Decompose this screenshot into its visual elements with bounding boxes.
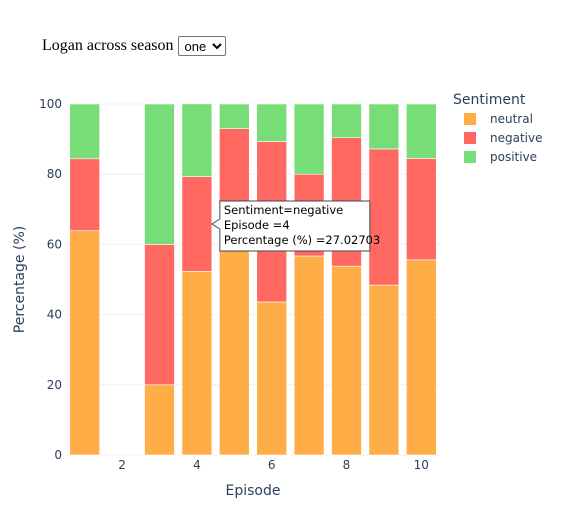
bar-positive-episode-4[interactable]: [181, 103, 213, 177]
bar-neutral-episode-10[interactable]: [406, 259, 437, 456]
x-tick-label: 10: [414, 458, 429, 472]
x-tick-label: 4: [193, 458, 201, 472]
bar-neutral-episode-1[interactable]: [69, 230, 100, 456]
y-axis: 0 20 40 60 80 100: [39, 97, 62, 462]
x-tick-label: 2: [118, 458, 126, 472]
y-tick-label: 40: [47, 308, 62, 322]
tooltip-line: Percentage (%) =27.02703: [224, 233, 380, 247]
tooltip-line: Sentiment=negative: [224, 203, 343, 217]
bar-positive-episode-1[interactable]: [69, 103, 100, 160]
bar-neutral-episode-8[interactable]: [331, 265, 362, 456]
legend: Sentiment neutral negative positive: [453, 92, 542, 164]
bar-neutral-episode-6[interactable]: [256, 301, 287, 456]
x-tick-label: 6: [268, 458, 276, 472]
bar-neutral-episode-9[interactable]: [368, 284, 400, 456]
bars: [69, 103, 437, 456]
y-tick-label: 100: [39, 97, 62, 111]
bar-neutral-episode-7[interactable]: [293, 255, 325, 456]
dropdown-label: Logan across season: [42, 37, 174, 54]
x-axis-title: Episode: [226, 483, 281, 499]
legend-title: Sentiment: [453, 92, 526, 108]
y-tick-label: 80: [47, 167, 62, 181]
legend-swatch-negative[interactable]: [464, 132, 476, 144]
legend-swatch-positive[interactable]: [464, 151, 476, 163]
tooltip-box: [210, 200, 371, 252]
bar-positive-episode-9[interactable]: [368, 103, 400, 150]
y-axis-title: Percentage (%): [12, 226, 28, 333]
x-tick-label: 8: [343, 458, 351, 472]
bar-positive-episode-3[interactable]: [144, 103, 175, 245]
y-tick-label: 20: [47, 378, 62, 392]
legend-label-neutral[interactable]: neutral: [490, 112, 533, 126]
bar-positive-episode-5[interactable]: [219, 103, 250, 129]
bar-negative-episode-4[interactable]: [181, 176, 213, 272]
bar-negative-episode-10[interactable]: [406, 158, 437, 261]
bar-negative-episode-5[interactable]: [219, 128, 250, 207]
x-axis: 2 4 6 8 10: [118, 458, 429, 472]
bar-neutral-episode-3[interactable]: [144, 384, 175, 456]
y-tick-label: 0: [54, 448, 62, 462]
tooltip-line: Episode =4: [224, 218, 290, 232]
bar-neutral-episode-4[interactable]: [181, 271, 213, 456]
bar-negative-episode-1[interactable]: [69, 158, 100, 232]
bar-positive-episode-7[interactable]: [293, 103, 325, 175]
bar-negative-episode-9[interactable]: [368, 148, 400, 286]
bar-negative-episode-3[interactable]: [144, 244, 175, 386]
chart-controls: Logan across season one: [42, 36, 226, 56]
legend-swatch-neutral[interactable]: [464, 113, 476, 125]
legend-label-negative[interactable]: negative: [490, 131, 542, 145]
bar-positive-episode-6[interactable]: [256, 103, 287, 142]
y-tick-label: 60: [47, 237, 62, 251]
bar-positive-episode-10[interactable]: [406, 103, 437, 159]
legend-label-positive[interactable]: positive: [490, 150, 537, 164]
bar-positive-episode-8[interactable]: [331, 103, 362, 138]
season-select[interactable]: one: [177, 36, 226, 56]
